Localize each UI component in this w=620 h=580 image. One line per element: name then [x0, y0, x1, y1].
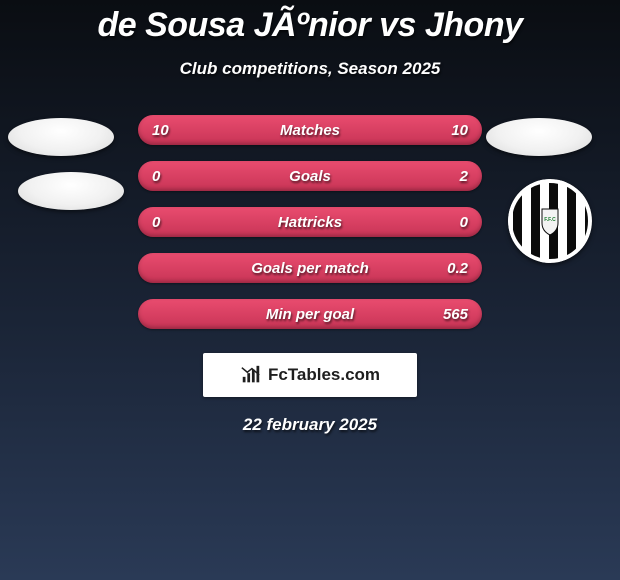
player-badge-left-1	[8, 118, 114, 156]
branding-text: FcTables.com	[268, 365, 380, 385]
page-title: de Sousa JÃºnior vs Jhony	[0, 0, 620, 45]
player-badge-right-1	[486, 118, 592, 156]
stat-right-value: 2	[428, 168, 468, 185]
stat-right-value: 0	[428, 214, 468, 231]
stat-row-min-per-goal: Min per goal 565	[138, 299, 482, 329]
stat-right-value: 0.2	[428, 260, 468, 277]
stat-right-value: 565	[428, 306, 468, 323]
stat-left-value: 0	[152, 168, 192, 185]
stat-row-matches: 10 Matches 10	[138, 115, 482, 145]
branding-box: FcTables.com	[203, 353, 417, 397]
stat-left-value: 10	[152, 122, 192, 139]
stat-row-goals-per-match: Goals per match 0.2	[138, 253, 482, 283]
svg-text:F.F.C: F.F.C	[544, 217, 556, 223]
bar-chart-icon	[240, 364, 262, 386]
stat-right-value: 10	[428, 122, 468, 139]
stat-left-value: 0	[152, 214, 192, 231]
stat-row-hattricks: 0 Hattricks 0	[138, 207, 482, 237]
page-subtitle: Club competitions, Season 2025	[0, 59, 620, 79]
stat-row-goals: 0 Goals 2	[138, 161, 482, 191]
footer-date: 22 february 2025	[0, 415, 620, 435]
club-badge-svg: F.F.C	[508, 179, 592, 263]
player-badge-left-2	[18, 172, 124, 210]
club-badge-right: F.F.C	[508, 179, 592, 263]
stats-list: 10 Matches 10 0 Goals 2 0 Hattricks 0 Go…	[138, 115, 482, 329]
